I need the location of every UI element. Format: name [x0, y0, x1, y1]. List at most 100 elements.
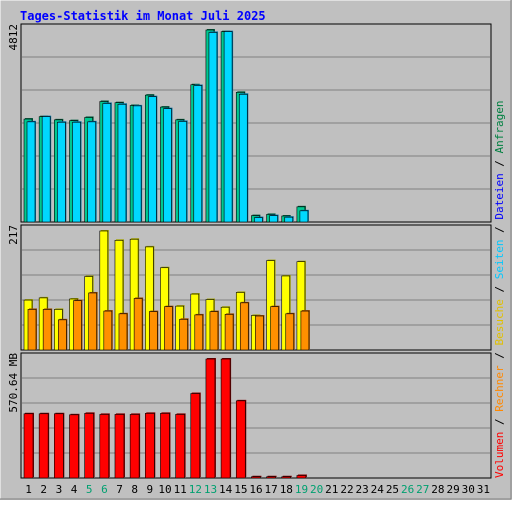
bar-besuche-7 [118, 313, 128, 351]
legend: Volumen / Rechner / Besuche / Seiten / D… [493, 100, 506, 478]
legend-volumen: Volumen [493, 432, 506, 478]
bar-dateien-3 [57, 121, 66, 223]
bar-volumen-17 [266, 476, 276, 479]
bar-dateien-12 [193, 85, 203, 223]
bar-dateien-19 [299, 210, 309, 223]
bar-dateien-16 [254, 217, 263, 223]
bar-volumen-1 [23, 413, 34, 479]
legend-separator: / [493, 279, 506, 299]
x-tick-label-day-11: 11 [174, 483, 187, 496]
bar-volumen-15 [235, 400, 246, 479]
bars [23, 29, 310, 479]
bar-besuche-5 [88, 292, 97, 351]
bar-besuche-16 [255, 315, 264, 351]
x-tick-label-day-17: 17 [265, 483, 278, 496]
bar-besuche-12 [194, 314, 204, 351]
bar-besuche-3 [58, 319, 67, 351]
bar-besuche-2 [42, 309, 52, 351]
x-axis-labels: 1 2 3 4 5 6 7 8 9 10 11 12 13 14 15 16 17 18 19 20 21 22 23 24 2… [25, 483, 490, 496]
bar-volumen-2 [38, 413, 49, 479]
x-tick-label-day-22: 22 [340, 483, 353, 496]
bar-besuche-19 [300, 310, 310, 351]
bar-besuche-15 [239, 302, 249, 351]
x-tick-label-day-25: 25 [386, 483, 399, 496]
bar-volumen-3 [54, 413, 64, 479]
bar-dateien-17 [269, 215, 278, 223]
bar-volumen-18 [281, 476, 292, 479]
bar-besuche-13 [209, 311, 219, 351]
x-tick-label-day-7: 7 [116, 483, 123, 496]
x-tick-label-day-8: 8 [131, 483, 138, 496]
middle-max-label: 217 [7, 225, 20, 245]
bar-dateien-10 [163, 108, 172, 223]
x-tick-label-day-5: 5 [86, 483, 93, 496]
x-tick-label-day-14: 14 [219, 483, 233, 496]
x-tick-label-day-2: 2 [40, 483, 47, 496]
x-tick-label-day-4: 4 [71, 483, 78, 496]
bar-dateien-13 [208, 32, 218, 223]
bar-besuche-9 [148, 311, 158, 351]
x-tick-label-day-23: 23 [356, 483, 369, 496]
bar-volumen-10 [160, 413, 170, 479]
bar-dateien-18 [284, 216, 294, 223]
bar-volumen-7 [114, 414, 125, 479]
x-tick-label-day-9: 9 [147, 483, 154, 496]
x-tick-label-day-29: 29 [446, 483, 459, 496]
x-tick-label-day-10: 10 [158, 483, 171, 496]
bar-volumen-8 [129, 414, 140, 479]
bar-volumen-6 [99, 414, 110, 479]
bar-shadow-volumen-17 [267, 475, 277, 477]
x-tick-label-day-13: 13 [204, 483, 217, 496]
bar-dateien-15 [238, 94, 248, 223]
legend-separator: / [493, 220, 506, 240]
bar-besuche-14 [224, 314, 234, 351]
bar-volumen-12 [190, 393, 201, 479]
x-tick-label-day-6: 6 [101, 483, 108, 496]
legend-seiten: Seiten [493, 240, 506, 280]
bar-dateien-7 [117, 103, 127, 223]
legend-anfragen: Anfragen [493, 100, 506, 153]
bottom-max-label: 570.64 MB [7, 353, 20, 413]
bar-shadow-volumen-16 [252, 475, 262, 477]
bar-besuche-17 [270, 306, 279, 351]
bar-dateien-9 [147, 96, 157, 223]
bar-dateien-14 [223, 31, 233, 223]
bar-besuche-18 [285, 313, 295, 351]
bar-dateien-11 [178, 121, 187, 223]
bar-volumen-16 [251, 476, 261, 479]
bar-dateien-8 [132, 105, 142, 223]
x-tick-label-day-30: 30 [462, 483, 475, 496]
bar-volumen-13 [205, 358, 216, 479]
bar-besuche-11 [179, 318, 188, 351]
bar-dateien-4 [72, 121, 81, 223]
x-tick-label-day-27: 27 [416, 483, 429, 496]
bar-volumen-14 [220, 358, 231, 479]
legend-rechner: Rechner [493, 365, 506, 412]
bar-volumen-9 [144, 413, 155, 479]
top-max-label: 4812 [7, 24, 20, 51]
bar-volumen-5 [84, 413, 94, 479]
legend-separator: / [493, 346, 506, 366]
x-tick-label-day-12: 12 [189, 483, 202, 496]
bar-dateien-1 [26, 121, 36, 223]
x-tick-label-day-24: 24 [371, 483, 385, 496]
bar-dateien-5 [87, 121, 96, 223]
x-tick-label-day-31: 31 [477, 483, 490, 496]
legend-separator: / [493, 153, 506, 173]
x-tick-label-day-26: 26 [401, 483, 414, 496]
bar-dateien-2 [41, 116, 51, 223]
x-tick-label-day-3: 3 [56, 483, 63, 496]
legend-dateien: Dateien [493, 173, 506, 219]
bar-shadow-volumen-18 [282, 475, 292, 477]
bar-besuche-6 [103, 310, 113, 351]
bar-besuche-8 [133, 298, 143, 351]
x-tick-label-day-1: 1 [25, 483, 32, 496]
bar-volumen-4 [69, 414, 79, 479]
x-tick-label-day-15: 15 [234, 483, 247, 496]
bar-dateien-6 [102, 103, 112, 223]
x-tick-label-day-20: 20 [310, 483, 323, 496]
bar-volumen-11 [175, 414, 185, 479]
x-tick-label-day-28: 28 [431, 483, 444, 496]
